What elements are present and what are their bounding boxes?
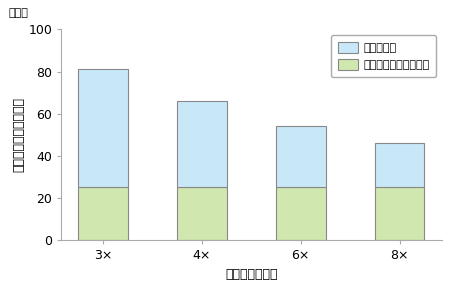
Legend: データ撒像, 時系列マップスキャン: データ撒像, 時系列マップスキャン: [331, 35, 436, 77]
Bar: [78, 69, 128, 188]
Y-axis label: 波形データの収集回数: 波形データの収集回数: [13, 97, 26, 172]
Bar: [276, 188, 325, 240]
Bar: [78, 188, 128, 240]
Bar: [177, 101, 227, 188]
X-axis label: データ撒像速度: データ撒像速度: [225, 268, 278, 281]
Bar: [276, 126, 325, 188]
Text: （回）: （回）: [9, 8, 28, 18]
Bar: [375, 188, 424, 240]
Bar: [177, 188, 227, 240]
Bar: [375, 143, 424, 188]
